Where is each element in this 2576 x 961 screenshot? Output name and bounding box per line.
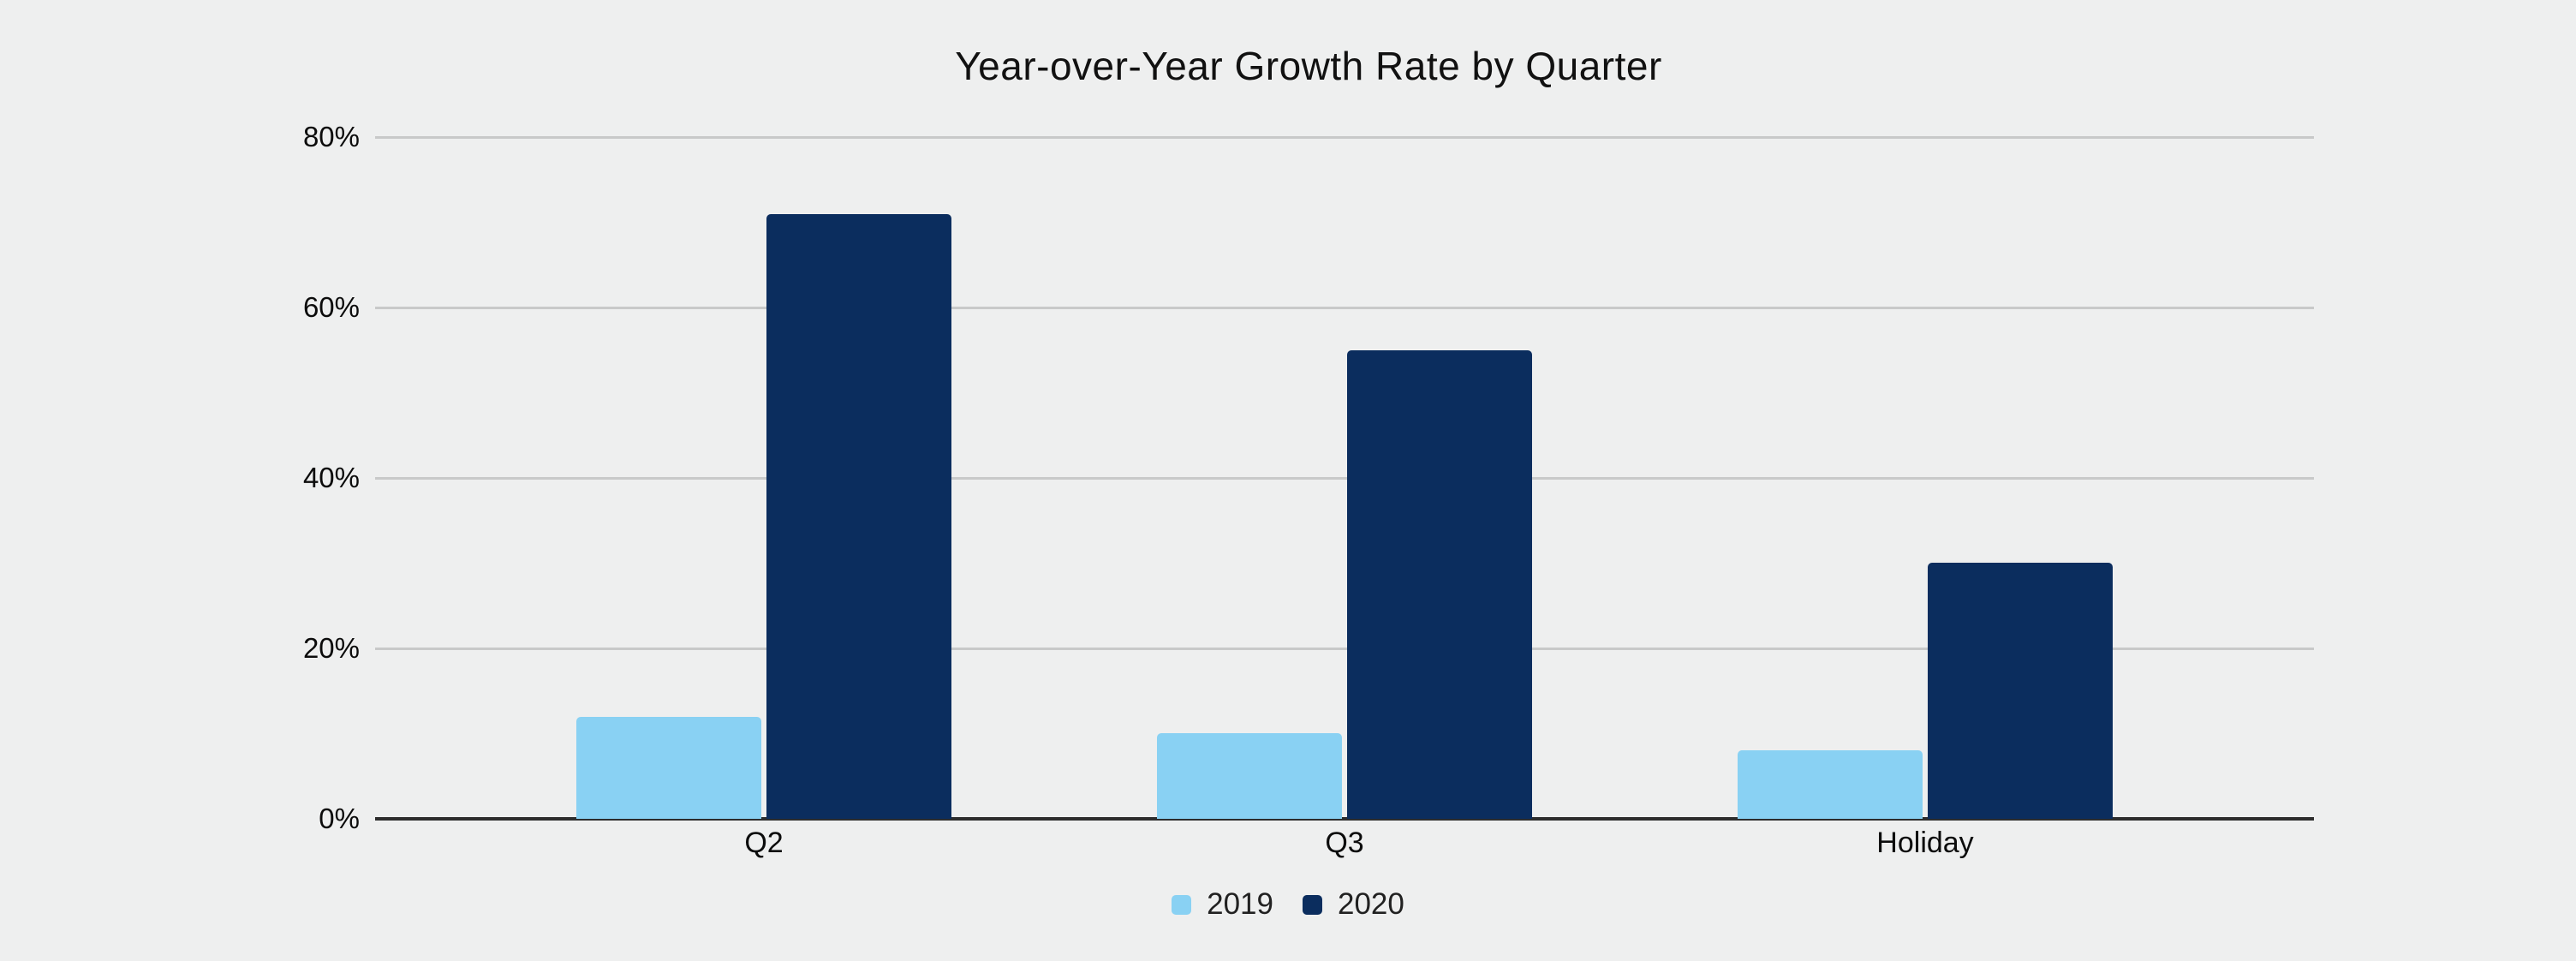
- bar-2019-Holiday: [1738, 750, 1923, 819]
- legend-swatch-2019: [1172, 894, 1192, 915]
- y-axis-tick-label: 40%: [302, 462, 360, 493]
- gridline-40%: [375, 476, 2314, 480]
- x-axis-category-label: Q2: [744, 827, 784, 859]
- x-axis-category-label: Q3: [1325, 827, 1364, 859]
- bar-2020-Q2: [766, 214, 951, 819]
- gridline-60%: [375, 306, 2314, 309]
- legend-label-2020: 2020: [1338, 887, 1404, 921]
- x-axis-category-label: Holiday: [1876, 827, 1974, 859]
- y-axis-tick-label: 80%: [302, 121, 360, 152]
- y-axis-tick-label: 20%: [302, 632, 360, 664]
- chart-title: Year-over-Year Growth Rate by Quarter: [955, 44, 1662, 88]
- legend: 2019 2020: [0, 884, 2576, 925]
- bar-2019-Q2: [576, 717, 761, 819]
- legend-swatch-2020: [1303, 894, 1322, 915]
- legend-item-2020: 2020: [1303, 887, 1404, 922]
- y-axis-tick-label: 0%: [319, 803, 360, 834]
- y-axis-tick-label: 60%: [302, 291, 360, 323]
- gridline-20%: [375, 647, 2314, 650]
- gridline-80%: [375, 135, 2314, 139]
- bar-2019-Q3: [1157, 733, 1342, 819]
- x-axis-baseline: [375, 817, 2314, 821]
- legend-item-2019: 2019: [1172, 887, 1273, 922]
- bar-2020-Holiday: [1928, 563, 2113, 819]
- bar-2020-Q3: [1347, 350, 1532, 819]
- legend-label-2019: 2019: [1207, 887, 1273, 921]
